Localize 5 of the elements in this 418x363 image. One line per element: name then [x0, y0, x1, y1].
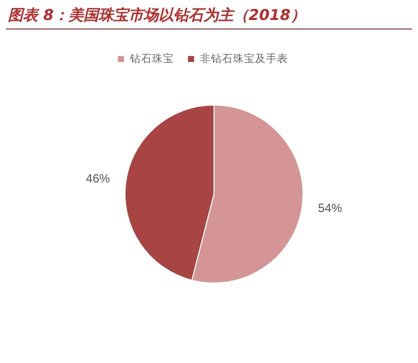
data-label: 46%: [86, 172, 110, 186]
legend-label: 非钻石珠宝及手表: [200, 52, 288, 65]
data-label: 54%: [318, 200, 342, 215]
legend-label: 钻石珠宝: [129, 52, 174, 65]
chart-title: 图表 8：美国珠宝市场以钻石为主（2018）: [8, 6, 306, 24]
